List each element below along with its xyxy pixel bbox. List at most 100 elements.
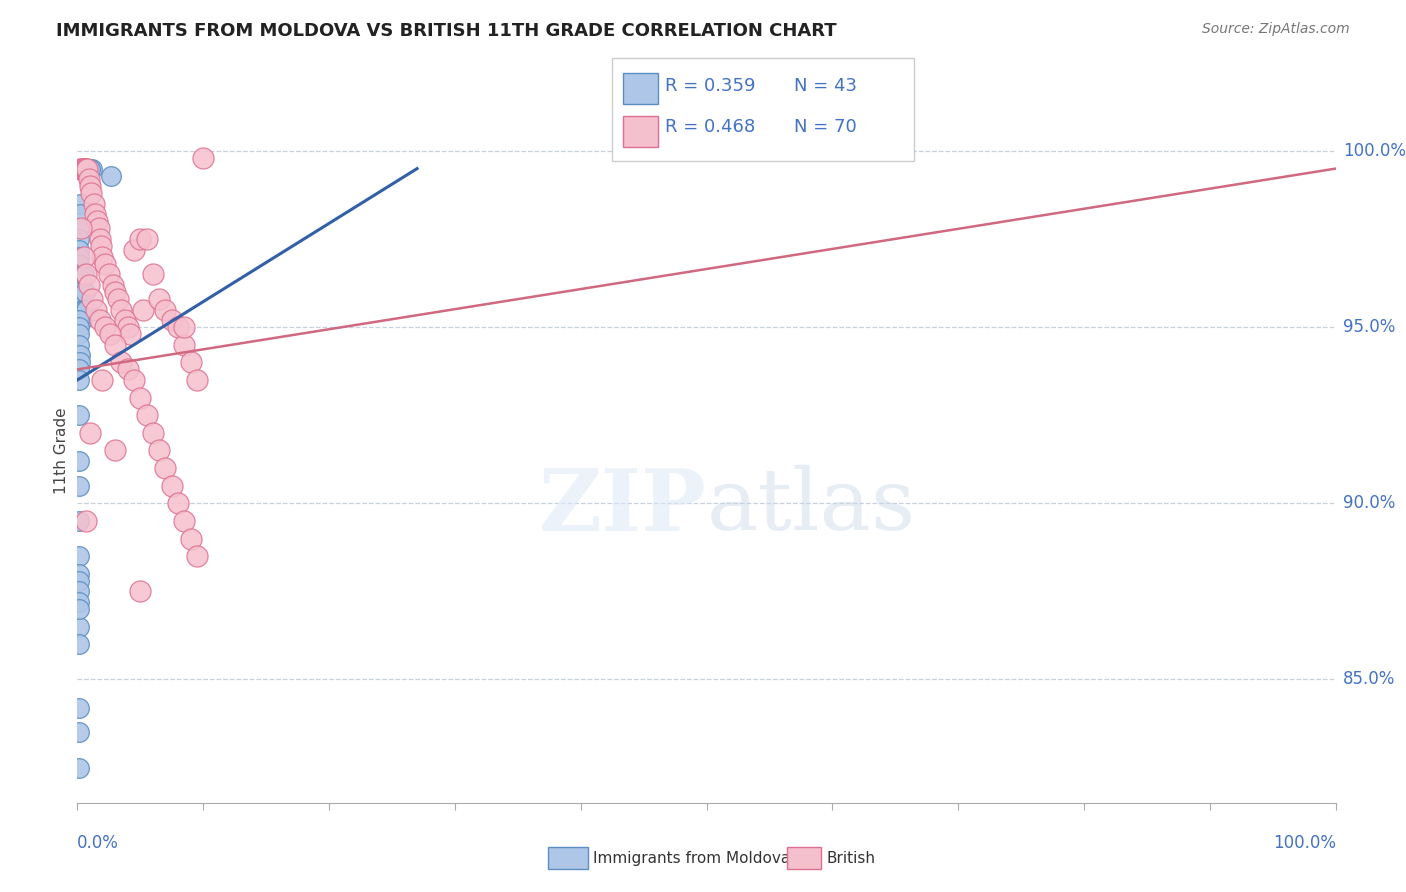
Point — [72, 161, 94, 176]
Point — [80, 186, 103, 201]
Point — [72, 161, 94, 176]
Point — [117, 320, 139, 334]
Point — [132, 302, 155, 317]
Point — [75, 268, 97, 282]
Point — [97, 268, 120, 282]
Point — [89, 313, 111, 327]
Point — [104, 285, 127, 299]
Text: Immigrants from Moldova: Immigrants from Moldova — [593, 851, 790, 865]
Text: IMMIGRANTS FROM MOLDOVA VS BRITISH 11TH GRADE CORRELATION CHART: IMMIGRANTS FROM MOLDOVA VS BRITISH 11TH … — [56, 22, 837, 40]
Point — [67, 232, 90, 246]
Text: 90.0%: 90.0% — [1343, 494, 1395, 512]
Point — [173, 320, 195, 334]
Point — [94, 320, 117, 334]
Text: N = 43: N = 43 — [794, 77, 858, 95]
Point — [67, 250, 90, 264]
Point — [89, 232, 111, 246]
Point — [186, 373, 208, 387]
Point — [69, 355, 91, 369]
Point — [100, 169, 122, 183]
Point — [129, 584, 152, 599]
Point — [73, 161, 96, 176]
Text: R = 0.359: R = 0.359 — [665, 77, 755, 95]
Point — [72, 250, 94, 264]
Point — [79, 161, 101, 176]
Point — [67, 574, 90, 588]
Point — [67, 337, 90, 351]
Point — [82, 161, 104, 176]
Point — [110, 355, 132, 369]
Point — [75, 514, 97, 528]
Point — [122, 373, 145, 387]
Point — [67, 602, 90, 616]
Point — [69, 161, 91, 176]
Point — [75, 161, 97, 176]
Point — [69, 207, 91, 221]
Point — [67, 760, 90, 774]
Point — [67, 221, 90, 235]
Text: 100.0%: 100.0% — [1343, 142, 1406, 160]
Point — [135, 232, 157, 246]
Point — [79, 425, 101, 440]
Point — [70, 292, 93, 306]
Point — [84, 302, 107, 317]
Point — [67, 409, 90, 423]
Y-axis label: 11th Grade: 11th Grade — [53, 407, 69, 494]
Point — [98, 327, 121, 342]
Point — [167, 496, 190, 510]
Point — [67, 454, 90, 468]
Point — [67, 373, 90, 387]
Point — [186, 549, 208, 563]
Point — [70, 221, 93, 235]
Point — [67, 584, 90, 599]
Point — [91, 373, 114, 387]
Point — [94, 257, 117, 271]
Point — [69, 348, 91, 362]
Point — [67, 700, 90, 714]
Point — [114, 313, 136, 327]
Point — [72, 302, 94, 317]
Point — [67, 637, 90, 651]
Point — [73, 285, 96, 299]
Point — [120, 327, 142, 342]
Point — [84, 207, 107, 221]
Point — [67, 362, 90, 376]
Point — [67, 257, 90, 271]
Point — [75, 161, 97, 176]
Point — [90, 239, 112, 253]
Point — [155, 302, 177, 317]
Point — [72, 313, 94, 327]
Point — [82, 292, 104, 306]
Point — [87, 221, 110, 235]
Point — [110, 302, 132, 317]
Point — [79, 179, 101, 194]
Point — [67, 243, 90, 257]
Point — [148, 443, 170, 458]
Text: Source: ZipAtlas.com: Source: ZipAtlas.com — [1202, 22, 1350, 37]
Point — [160, 313, 183, 327]
Point — [67, 268, 90, 282]
Point — [167, 320, 190, 334]
Point — [69, 274, 91, 288]
Text: ZIP: ZIP — [538, 465, 707, 549]
Point — [180, 532, 202, 546]
Text: 85.0%: 85.0% — [1343, 671, 1395, 689]
Point — [91, 250, 114, 264]
Point — [135, 409, 157, 423]
Point — [129, 232, 152, 246]
Point — [129, 391, 152, 405]
Point — [180, 355, 202, 369]
Text: N = 70: N = 70 — [794, 118, 858, 136]
Point — [67, 620, 90, 634]
Point — [70, 161, 93, 176]
Text: British: British — [827, 851, 876, 865]
Point — [142, 425, 165, 440]
Point — [142, 268, 165, 282]
Point — [173, 337, 195, 351]
Point — [67, 566, 90, 581]
Point — [76, 161, 98, 176]
Point — [173, 514, 195, 528]
Text: atlas: atlas — [707, 466, 915, 549]
Point — [75, 302, 97, 317]
Point — [107, 292, 129, 306]
